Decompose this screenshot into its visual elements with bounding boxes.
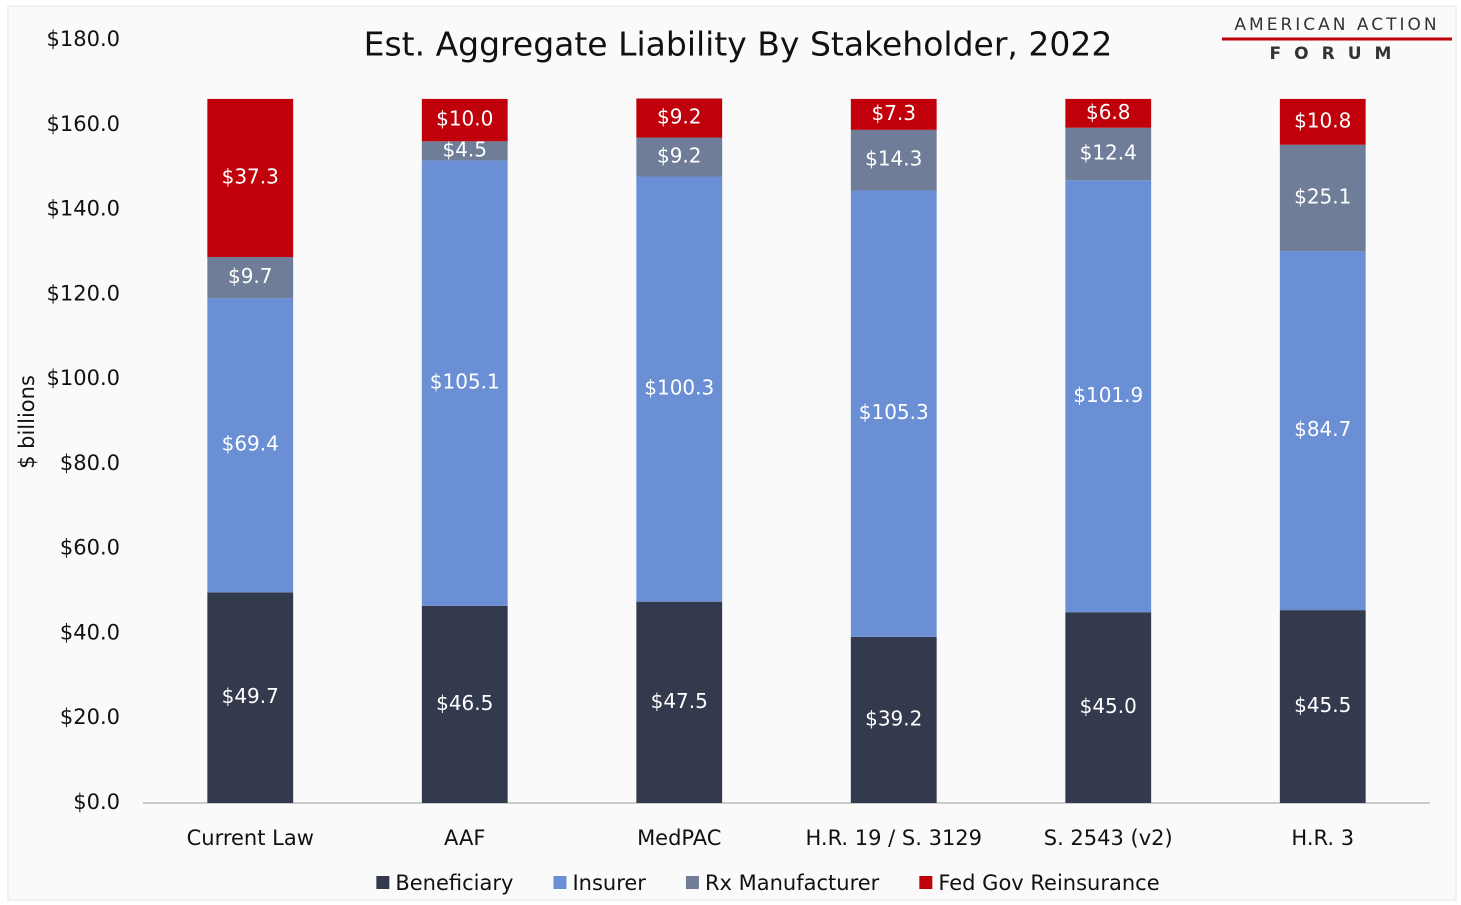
y-tick-label: $140.0 (47, 197, 120, 221)
y-axis-label: $ billions (15, 375, 39, 469)
bar-segment (636, 98, 723, 138)
legend-swatch (919, 876, 933, 889)
y-tick-label: $100.0 (47, 366, 120, 390)
bar-segment (1279, 251, 1366, 611)
data-label: $101.9 (1073, 383, 1143, 407)
bar-segment (636, 601, 723, 803)
y-tick-label: $180.0 (47, 27, 120, 51)
bar-segment (850, 129, 937, 191)
data-label: $6.8 (1086, 100, 1131, 124)
bar-segment (207, 98, 294, 258)
y-tick-label: $80.0 (60, 451, 120, 475)
bar-segment (421, 98, 508, 142)
bar-segment (1279, 610, 1366, 803)
y-tick-label: $60.0 (60, 536, 120, 560)
bar-segment (207, 257, 294, 299)
data-label: $46.5 (436, 691, 493, 715)
chart-title: Est. Aggregate Liability By Stakeholder,… (364, 25, 1113, 64)
x-tick-label: Current Law (187, 826, 314, 850)
legend-swatch (685, 876, 699, 889)
y-tick-label: $120.0 (47, 281, 120, 305)
data-label: $105.3 (859, 400, 929, 424)
legend-label: Beneficiary (395, 871, 513, 895)
data-label: $49.7 (222, 684, 279, 708)
bar-segment (1065, 612, 1152, 803)
bar-segment (850, 636, 937, 803)
x-tick-label: S. 2543 (v2) (1044, 826, 1173, 850)
legend-label: Insurer (572, 871, 646, 895)
logo-top: AMERICAN ACTION (1234, 15, 1439, 35)
bar-segment (850, 190, 937, 637)
bar-segment (1065, 180, 1152, 613)
data-label: $84.7 (1294, 417, 1351, 441)
x-tick-label: H.R. 19 / S. 3129 (805, 826, 982, 850)
bar-segment (421, 160, 508, 606)
data-label: $69.4 (222, 432, 279, 456)
y-tick-label: $0.0 (73, 790, 120, 814)
legend-label: Fed Gov Reinsurance (938, 871, 1159, 895)
data-label: $12.4 (1080, 141, 1137, 165)
bar-segment (1279, 98, 1366, 145)
data-label: $45.0 (1080, 694, 1137, 718)
bar-segment (636, 137, 723, 177)
bar-segment (207, 298, 294, 593)
bar-segment (850, 98, 937, 130)
bar-segment (1065, 127, 1152, 181)
data-label: $10.8 (1294, 108, 1351, 132)
x-tick-label: MedPAC (637, 826, 721, 850)
legend-label: Rx Manufacturer (705, 871, 880, 895)
data-label: $39.2 (865, 706, 922, 730)
legend-swatch (376, 876, 390, 889)
bar-segment (636, 176, 723, 602)
x-tick-label: H.R. 3 (1291, 826, 1354, 850)
data-label: $9.2 (657, 104, 702, 128)
data-label: $9.2 (657, 143, 702, 167)
logo-bottom: FORUM (1270, 44, 1405, 64)
y-tick-label: $20.0 (60, 705, 120, 729)
data-label: $7.3 (871, 101, 916, 125)
data-label: $10.0 (436, 107, 493, 131)
legend-swatch (553, 876, 567, 889)
data-label: $105.1 (430, 370, 500, 394)
data-label: $45.5 (1294, 693, 1351, 717)
data-label: $9.7 (228, 264, 273, 288)
bar-segment (421, 141, 508, 161)
data-label: $37.3 (222, 164, 279, 188)
data-label: $47.5 (651, 689, 708, 713)
bar-segment (421, 605, 508, 803)
data-label: $100.3 (644, 376, 714, 400)
bar-segment (1065, 98, 1152, 128)
y-tick-label: $160.0 (47, 112, 120, 136)
data-label: $4.5 (442, 137, 487, 161)
y-tick-label: $40.0 (60, 620, 120, 644)
x-tick-label: AAF (444, 826, 485, 850)
bar-segment (207, 592, 294, 803)
data-label: $14.3 (865, 147, 922, 171)
data-label: $25.1 (1294, 184, 1351, 208)
bar-segment (1279, 144, 1366, 252)
